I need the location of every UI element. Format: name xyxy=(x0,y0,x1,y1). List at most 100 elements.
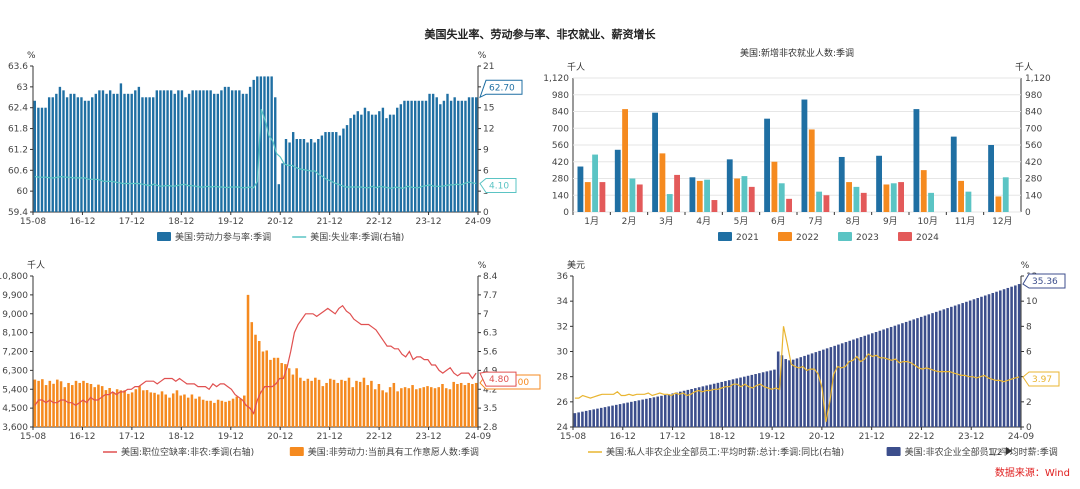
left-tick-label: 59.4 xyxy=(8,208,28,218)
bar-mark xyxy=(406,100,410,212)
bar-mark xyxy=(388,387,392,427)
bar-mark xyxy=(33,379,37,427)
left-tick-label: 32 xyxy=(557,322,568,332)
left-tick-label: 7,200 xyxy=(2,348,28,358)
page-title: 美国失业率、劳动参与率、非农就业、薪资增长 xyxy=(424,28,656,41)
bar-mark xyxy=(335,132,338,212)
bar-mark xyxy=(712,383,716,427)
bar-mark xyxy=(254,334,257,427)
bar-mark xyxy=(927,314,931,427)
bar-mark xyxy=(144,97,148,212)
bar-mark xyxy=(101,90,105,212)
bar-mark xyxy=(916,318,919,427)
bar-mark xyxy=(355,380,358,427)
right-tick-label: 4.2 xyxy=(483,385,497,395)
bar-2024 xyxy=(898,182,904,212)
left-tick-label: 30 xyxy=(557,348,569,358)
bar-mark xyxy=(309,139,313,212)
x-tick-label: 15-08 xyxy=(560,432,586,442)
bar-2021 xyxy=(950,136,957,212)
line-end-label-box xyxy=(479,371,517,387)
bar-mark xyxy=(349,118,352,212)
bar-2023 xyxy=(853,186,860,212)
bar-2022 xyxy=(846,182,852,212)
bar-mark xyxy=(716,382,720,427)
bar-mark xyxy=(47,97,51,212)
bar-mark xyxy=(183,394,186,427)
bar-mark xyxy=(160,391,164,427)
bar-mark xyxy=(446,93,449,212)
legend-pager: 1/2 xyxy=(979,447,1012,458)
legend-label: 2021 xyxy=(736,233,759,243)
bar-mark xyxy=(164,394,168,427)
bar-mark xyxy=(942,309,946,427)
bar-end-label-box xyxy=(479,79,523,99)
bar-mark xyxy=(987,294,991,427)
right-tick-label: 6 xyxy=(483,166,489,176)
bar-mark xyxy=(1006,287,1010,427)
bar-mark xyxy=(78,382,82,427)
bar-mark xyxy=(750,374,754,427)
bar-2021 xyxy=(801,99,808,212)
x-tick-label: 17-12 xyxy=(119,217,145,227)
left-tick-label: 5,400 xyxy=(2,385,28,395)
bar-mark xyxy=(134,389,138,427)
left-tick-label: 840 xyxy=(552,108,569,118)
left-tick-label: 9,900 xyxy=(2,291,28,301)
bar-mark xyxy=(98,90,101,212)
bar-mark xyxy=(115,389,119,427)
bar-mark xyxy=(596,408,599,427)
bar-mark xyxy=(123,93,126,212)
bar-mark xyxy=(56,379,59,427)
bar-mark xyxy=(168,397,171,427)
left-unit-label: 千人 xyxy=(567,62,585,73)
bar-mark xyxy=(177,90,180,212)
x-tick-label: 16-12 xyxy=(69,432,95,442)
bar-mark xyxy=(871,333,874,427)
bar-mark xyxy=(618,404,622,427)
bar-mark xyxy=(287,368,291,427)
bar-mark xyxy=(735,378,739,427)
bar-mark xyxy=(444,388,448,427)
bar-mark xyxy=(234,90,237,212)
bar-mark xyxy=(656,396,659,427)
bar-2024 xyxy=(786,198,792,212)
bar-2024 xyxy=(599,182,606,212)
line-end-label-box xyxy=(479,177,517,193)
legend-label: 美国:非劳动力:当前具有工作意愿人数:季调 xyxy=(308,446,479,458)
bar-mark xyxy=(179,395,182,427)
line-end-label: 4.10 xyxy=(489,181,509,191)
bar-mark xyxy=(366,385,369,427)
bar-mark xyxy=(116,93,119,212)
left-unit-label: 美元 xyxy=(567,259,585,271)
bar-mark xyxy=(452,381,455,427)
bar-mark xyxy=(381,107,385,212)
bar-mark xyxy=(573,413,577,427)
bar-mark xyxy=(80,97,83,212)
bar-mark xyxy=(803,355,806,427)
bar-mark xyxy=(257,341,261,427)
bar-mark xyxy=(93,387,96,427)
legend-swatch xyxy=(838,232,852,241)
bar-mark xyxy=(418,388,422,427)
right-tick-label: 1,120 xyxy=(1025,74,1051,84)
bar-mark xyxy=(317,379,321,427)
bar-mark xyxy=(441,384,444,427)
bar-mark xyxy=(577,412,580,427)
bar-mark xyxy=(410,100,413,212)
bar-mark xyxy=(457,100,460,212)
source-note: 数据来源：Wind xyxy=(994,468,1070,479)
bar-mark xyxy=(893,325,897,427)
bar-mark xyxy=(362,377,366,427)
bar-mark xyxy=(48,380,52,427)
bar-mark xyxy=(901,323,904,427)
bar-mark xyxy=(162,90,166,212)
bar-mark xyxy=(694,388,697,427)
bar-mark xyxy=(837,344,840,427)
bar-mark xyxy=(727,380,731,427)
bar-mark xyxy=(373,389,377,427)
x-tick-label: 15-08 xyxy=(20,217,46,227)
bar-mark xyxy=(259,76,263,212)
bar-2023 xyxy=(592,154,598,212)
bar-mark xyxy=(314,377,317,427)
